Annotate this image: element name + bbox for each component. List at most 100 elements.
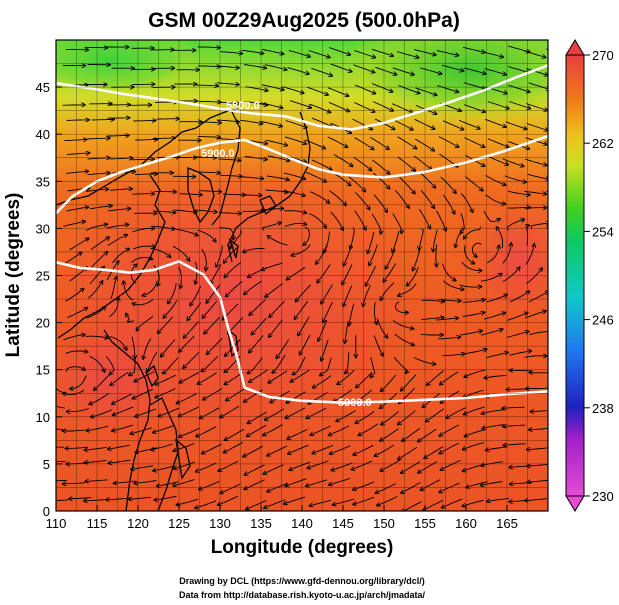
streamline bbox=[433, 229, 438, 252]
streamline bbox=[374, 118, 395, 129]
streamline bbox=[249, 299, 266, 315]
streamline bbox=[267, 175, 289, 180]
streamline bbox=[153, 425, 175, 433]
streamline bbox=[484, 68, 507, 75]
streamline bbox=[56, 405, 65, 409]
contour-label-5800: 5800.0 bbox=[226, 100, 260, 112]
streamline bbox=[328, 101, 350, 111]
streamline bbox=[289, 461, 311, 470]
streamline bbox=[311, 117, 333, 127]
streamline bbox=[327, 87, 349, 96]
streamline bbox=[354, 84, 376, 94]
streamline bbox=[276, 339, 290, 359]
streamline bbox=[69, 238, 89, 251]
streamline bbox=[263, 424, 283, 436]
colorbar-tick-label: 230 bbox=[592, 489, 614, 504]
streamline bbox=[197, 66, 220, 67]
streamline bbox=[261, 48, 284, 54]
streamline bbox=[483, 210, 500, 221]
streamline bbox=[268, 370, 288, 383]
streamline bbox=[486, 352, 508, 359]
streamline bbox=[466, 481, 488, 488]
streamline bbox=[331, 462, 353, 471]
streamline bbox=[342, 264, 353, 285]
streamline bbox=[487, 498, 510, 502]
streamline bbox=[480, 329, 503, 336]
x-tick-label: 125 bbox=[168, 516, 190, 531]
streamline bbox=[176, 228, 198, 235]
streamline bbox=[67, 308, 87, 319]
streamline bbox=[269, 300, 285, 317]
streamline bbox=[373, 172, 390, 189]
streamline bbox=[247, 424, 267, 436]
streamline bbox=[88, 281, 102, 299]
streamline bbox=[368, 231, 375, 254]
streamline bbox=[527, 480, 548, 482]
streamline bbox=[307, 86, 328, 95]
streamline bbox=[241, 177, 263, 179]
streamline bbox=[329, 477, 351, 485]
streamline bbox=[407, 266, 419, 286]
streamline bbox=[413, 155, 432, 170]
streamline bbox=[292, 356, 306, 375]
streamline bbox=[525, 103, 547, 111]
streamline bbox=[485, 175, 506, 185]
streamline bbox=[528, 82, 548, 90]
streamline bbox=[173, 443, 195, 452]
streamline bbox=[355, 192, 369, 209]
streamline bbox=[505, 121, 527, 129]
streamline bbox=[106, 135, 129, 136]
streamline bbox=[296, 284, 311, 302]
streamline bbox=[285, 478, 307, 487]
streamline bbox=[84, 500, 107, 501]
streamline bbox=[107, 235, 128, 247]
credit-data: Data from http://database.rish.kyoto-u.a… bbox=[179, 590, 426, 600]
streamline bbox=[507, 331, 529, 338]
streamline bbox=[87, 138, 110, 139]
streamline bbox=[89, 206, 112, 210]
streamline bbox=[471, 242, 482, 257]
streamline bbox=[401, 374, 417, 391]
streamline bbox=[63, 335, 85, 341]
streamline bbox=[110, 158, 132, 159]
y-tick-label: 35 bbox=[36, 174, 50, 189]
streamline bbox=[371, 213, 381, 234]
streamline bbox=[419, 171, 436, 188]
streamline bbox=[174, 209, 197, 212]
streamline bbox=[355, 411, 375, 423]
streamline bbox=[442, 263, 456, 281]
streamline bbox=[176, 393, 197, 404]
streamline bbox=[226, 388, 245, 401]
streamline bbox=[481, 481, 503, 486]
streamline bbox=[310, 191, 329, 203]
streamline bbox=[354, 49, 375, 57]
streamline bbox=[369, 136, 389, 149]
streamline bbox=[197, 137, 220, 138]
streamline bbox=[398, 410, 416, 425]
streamline bbox=[436, 318, 458, 320]
streamline bbox=[442, 354, 465, 356]
streamline bbox=[377, 496, 398, 505]
streamline bbox=[286, 391, 306, 403]
streamline bbox=[306, 479, 328, 487]
streamline bbox=[135, 408, 157, 417]
wind-streamlines bbox=[56, 46, 548, 511]
streamline bbox=[373, 194, 387, 212]
x-tick-label: 135 bbox=[250, 516, 272, 531]
streamline bbox=[62, 430, 85, 431]
streamline bbox=[65, 171, 88, 174]
warm-region-east bbox=[470, 200, 548, 320]
streamline bbox=[112, 406, 134, 415]
streamline bbox=[419, 227, 424, 250]
streamline bbox=[508, 84, 529, 92]
streamline bbox=[529, 428, 548, 430]
streamline bbox=[179, 427, 200, 437]
streamline bbox=[307, 460, 329, 468]
streamline bbox=[56, 460, 66, 462]
streamline bbox=[308, 50, 330, 58]
streamline bbox=[224, 262, 242, 278]
streamline bbox=[203, 388, 223, 399]
streamline bbox=[311, 159, 332, 170]
streamline bbox=[458, 119, 480, 128]
colorbar-tick-label: 270 bbox=[592, 48, 614, 63]
